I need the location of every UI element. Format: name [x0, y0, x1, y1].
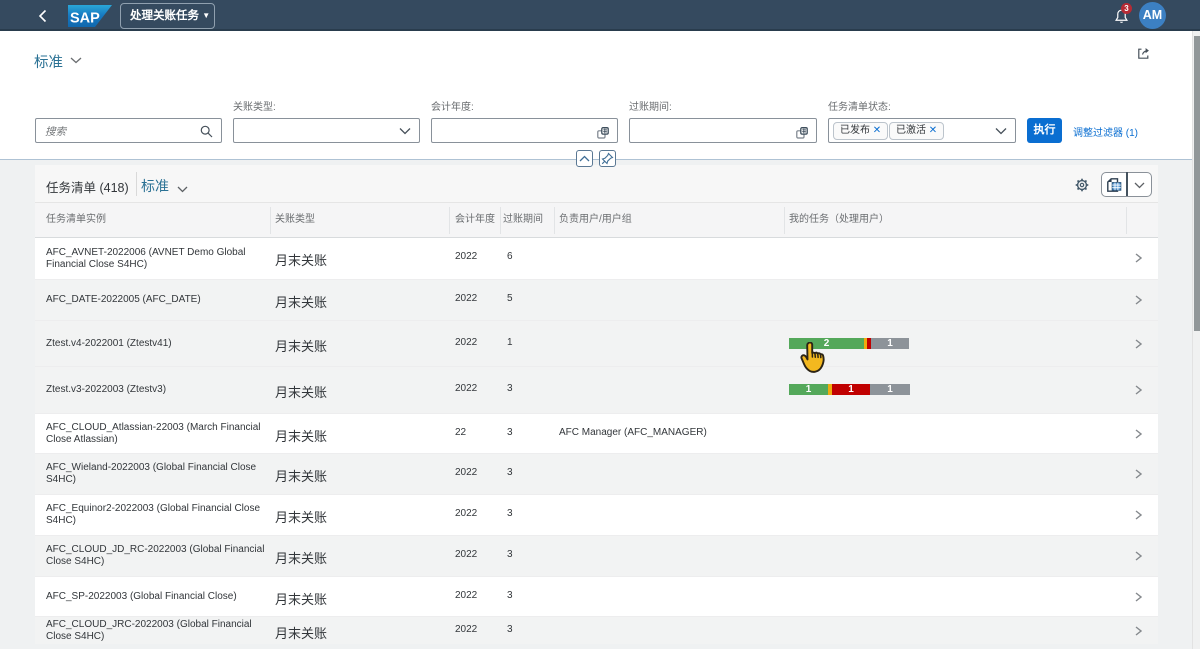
svg-text:SAP: SAP [70, 11, 100, 27]
